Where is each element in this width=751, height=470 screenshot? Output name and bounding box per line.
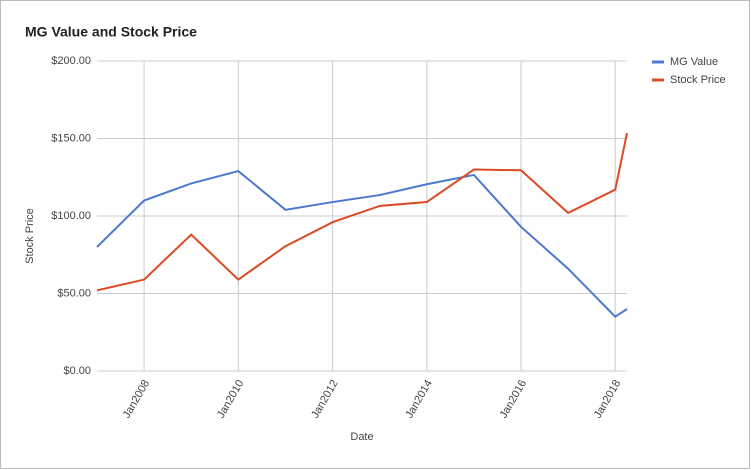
y-tick-label: $50.00 bbox=[57, 287, 91, 299]
y-axis-title: Stock Price bbox=[24, 208, 36, 264]
chart-title: MG Value and Stock Price bbox=[25, 24, 197, 40]
y-tick-label: $200.00 bbox=[51, 55, 91, 67]
data-line bbox=[96, 132, 628, 292]
legend-label: Stock Price bbox=[670, 74, 726, 86]
y-tick-label: $150.00 bbox=[51, 132, 91, 144]
legend-label: MG Value bbox=[670, 56, 718, 68]
x-axis-title: Date bbox=[350, 431, 373, 443]
y-tick-label: $0.00 bbox=[63, 365, 91, 377]
data-line bbox=[96, 169, 628, 319]
y-tick-label: $100.00 bbox=[51, 210, 91, 222]
